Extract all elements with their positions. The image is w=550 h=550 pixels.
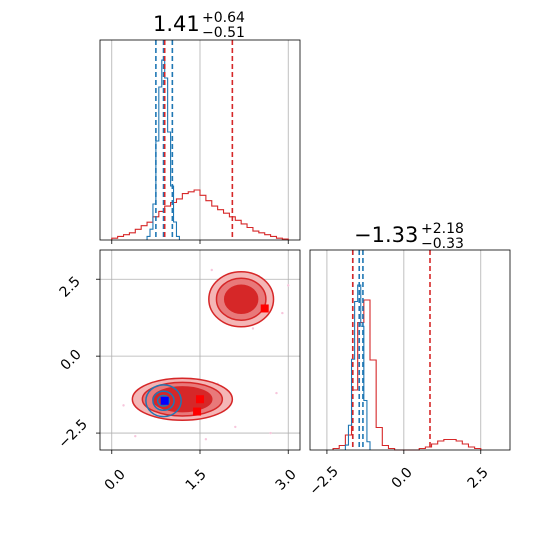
sample-dot <box>210 268 213 272</box>
point-marker <box>160 396 169 405</box>
panel-x-marginal <box>99 39 301 244</box>
joint-y-tick-labels: −2.5 0.0 2.5 <box>55 274 90 452</box>
title-x-plus: +0.64 <box>202 10 245 26</box>
sample-dot <box>234 425 237 429</box>
sample-dot <box>275 391 278 395</box>
y-tick-label: 0.0 <box>58 347 85 374</box>
panel-frame <box>309 249 511 451</box>
y-marginal-x-tick-labels: −2.5 0.0 2.5 <box>306 463 491 498</box>
sample-dot <box>122 404 125 407</box>
sample-dot <box>269 431 272 435</box>
title-y-value: −1.33 <box>354 223 418 247</box>
blue-histogram <box>344 284 371 450</box>
sample-dot <box>287 284 290 287</box>
panel-joint-contour <box>96 249 301 454</box>
title-x-value: 1.41 <box>153 12 200 36</box>
panel-frame <box>99 39 301 241</box>
blue-contour <box>152 390 175 412</box>
red-histogram <box>111 189 289 240</box>
joint-x-tick-labels: 0.0 1.5 3.0 <box>102 467 300 494</box>
point-marker <box>196 395 204 404</box>
point-marker <box>260 304 269 313</box>
x-tick-label: −2.5 <box>306 463 341 498</box>
sample-dot <box>204 438 208 441</box>
sample-dot <box>281 311 284 315</box>
title-x-minus: −0.51 <box>202 25 245 41</box>
y-tick-label: −2.5 <box>55 416 90 451</box>
blue-contour <box>145 384 182 418</box>
x-tick-label: 0.0 <box>389 465 416 492</box>
panel-frame <box>99 249 301 451</box>
x-tick-label: 1.5 <box>183 467 210 494</box>
x-tick-label: 0.0 <box>102 467 129 494</box>
blue-contour <box>156 394 171 407</box>
y-tick-label: 2.5 <box>57 274 84 301</box>
title-y-marginal: −1.33 +2.18 −0.33 <box>354 221 464 252</box>
x-tick-label: 2.5 <box>465 465 492 492</box>
title-y-minus: −0.33 <box>421 236 464 252</box>
title-y-plus: +2.18 <box>421 221 464 237</box>
red-histogram <box>332 299 482 451</box>
x-tick-label: 3.0 <box>273 467 300 494</box>
red-contour <box>223 284 259 314</box>
sample-dot <box>134 434 137 438</box>
point-marker <box>193 407 202 416</box>
sample-dot <box>251 327 255 330</box>
title-x-marginal: 1.41 +0.64 −0.51 <box>153 10 245 41</box>
panel-y-marginal <box>309 249 511 454</box>
